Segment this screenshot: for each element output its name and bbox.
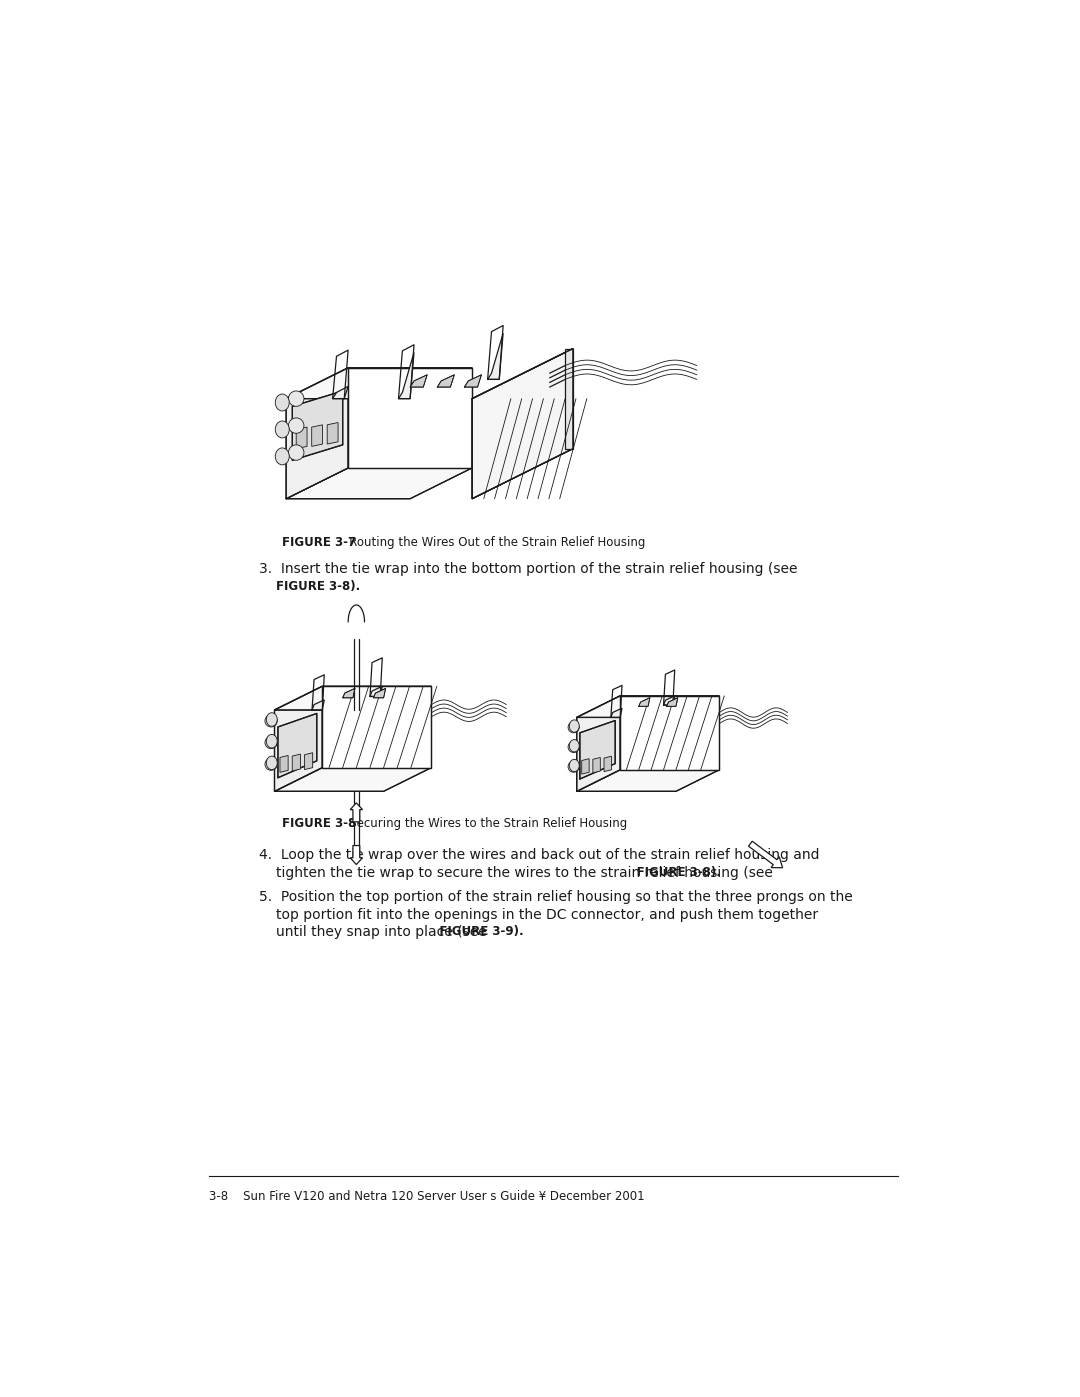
Text: until they snap into place (see: until they snap into place (see (276, 925, 487, 939)
Polygon shape (472, 448, 572, 499)
Ellipse shape (267, 712, 278, 726)
Polygon shape (410, 374, 428, 387)
Polygon shape (577, 770, 719, 791)
Polygon shape (488, 334, 503, 380)
Polygon shape (296, 427, 307, 448)
Polygon shape (666, 697, 678, 707)
Ellipse shape (267, 756, 278, 770)
Ellipse shape (267, 735, 278, 747)
Polygon shape (274, 686, 322, 791)
FancyArrow shape (748, 841, 783, 868)
Circle shape (265, 759, 278, 770)
Circle shape (568, 761, 579, 773)
Polygon shape (305, 753, 313, 770)
Ellipse shape (569, 719, 579, 732)
Polygon shape (638, 697, 650, 707)
Circle shape (568, 722, 579, 733)
Polygon shape (663, 696, 675, 705)
FancyArrow shape (350, 803, 363, 821)
Ellipse shape (569, 739, 579, 752)
FancyArrow shape (350, 845, 363, 865)
Polygon shape (374, 689, 386, 698)
Polygon shape (286, 367, 348, 499)
Polygon shape (620, 696, 719, 770)
Text: Securing the Wires to the Strain Relief Housing: Securing the Wires to the Strain Relief … (338, 817, 627, 830)
Text: 3-8    Sun Fire V120 and Netra 120 Server User s Guide ¥ December 2001: 3-8 Sun Fire V120 and Netra 120 Server U… (208, 1190, 645, 1203)
Polygon shape (565, 349, 572, 448)
Text: tighten the tie wrap to secure the wires to the strain relief housing (see: tighten the tie wrap to secure the wires… (276, 866, 773, 880)
Text: top portion fit into the openings in the DC connector, and push them together: top portion fit into the openings in the… (276, 908, 819, 922)
Polygon shape (348, 367, 472, 468)
Circle shape (288, 391, 303, 407)
Text: Routing the Wires Out of the Strain Relief Housing: Routing the Wires Out of the Strain Reli… (338, 535, 646, 549)
Ellipse shape (275, 420, 289, 437)
Polygon shape (293, 754, 300, 771)
Circle shape (288, 418, 303, 433)
Circle shape (265, 715, 278, 726)
Circle shape (265, 736, 278, 749)
Polygon shape (274, 686, 431, 710)
Polygon shape (464, 374, 482, 387)
Polygon shape (312, 425, 323, 447)
Polygon shape (577, 696, 719, 718)
Polygon shape (370, 686, 382, 697)
Polygon shape (577, 696, 620, 791)
Polygon shape (472, 349, 572, 499)
Polygon shape (286, 468, 472, 499)
Text: 3.  Insert the tie wrap into the bottom portion of the strain relief housing (se: 3. Insert the tie wrap into the bottom p… (259, 562, 797, 576)
Polygon shape (399, 352, 414, 398)
Polygon shape (312, 700, 324, 710)
Circle shape (568, 742, 579, 753)
Circle shape (288, 444, 303, 460)
Text: FIGURE 3-8).: FIGURE 3-8). (276, 580, 361, 592)
Text: 4.  Loop the tie wrap over the wires and back out of the strain relief housing a: 4. Loop the tie wrap over the wires and … (259, 848, 820, 862)
Polygon shape (582, 759, 590, 774)
Polygon shape (286, 367, 472, 398)
Polygon shape (322, 686, 431, 767)
Polygon shape (327, 422, 338, 444)
Text: FIGURE 3-7: FIGURE 3-7 (282, 535, 356, 549)
Polygon shape (593, 757, 600, 773)
Text: FIGURE 3-8).: FIGURE 3-8). (616, 866, 720, 879)
Ellipse shape (275, 448, 289, 465)
Polygon shape (580, 721, 616, 780)
Text: FIGURE 3-9).: FIGURE 3-9). (428, 925, 524, 939)
Polygon shape (278, 714, 316, 778)
Polygon shape (472, 349, 572, 398)
Polygon shape (437, 374, 455, 387)
Ellipse shape (569, 760, 579, 771)
Polygon shape (274, 767, 431, 791)
Polygon shape (293, 391, 342, 460)
Text: 5.  Position the top portion of the strain relief housing so that the three pron: 5. Position the top portion of the strai… (259, 890, 853, 904)
Polygon shape (342, 689, 355, 698)
Text: FIGURE 3-8: FIGURE 3-8 (282, 817, 356, 830)
Polygon shape (333, 387, 348, 398)
Polygon shape (604, 756, 611, 771)
Polygon shape (611, 708, 622, 718)
Polygon shape (280, 756, 288, 773)
Ellipse shape (275, 394, 289, 411)
